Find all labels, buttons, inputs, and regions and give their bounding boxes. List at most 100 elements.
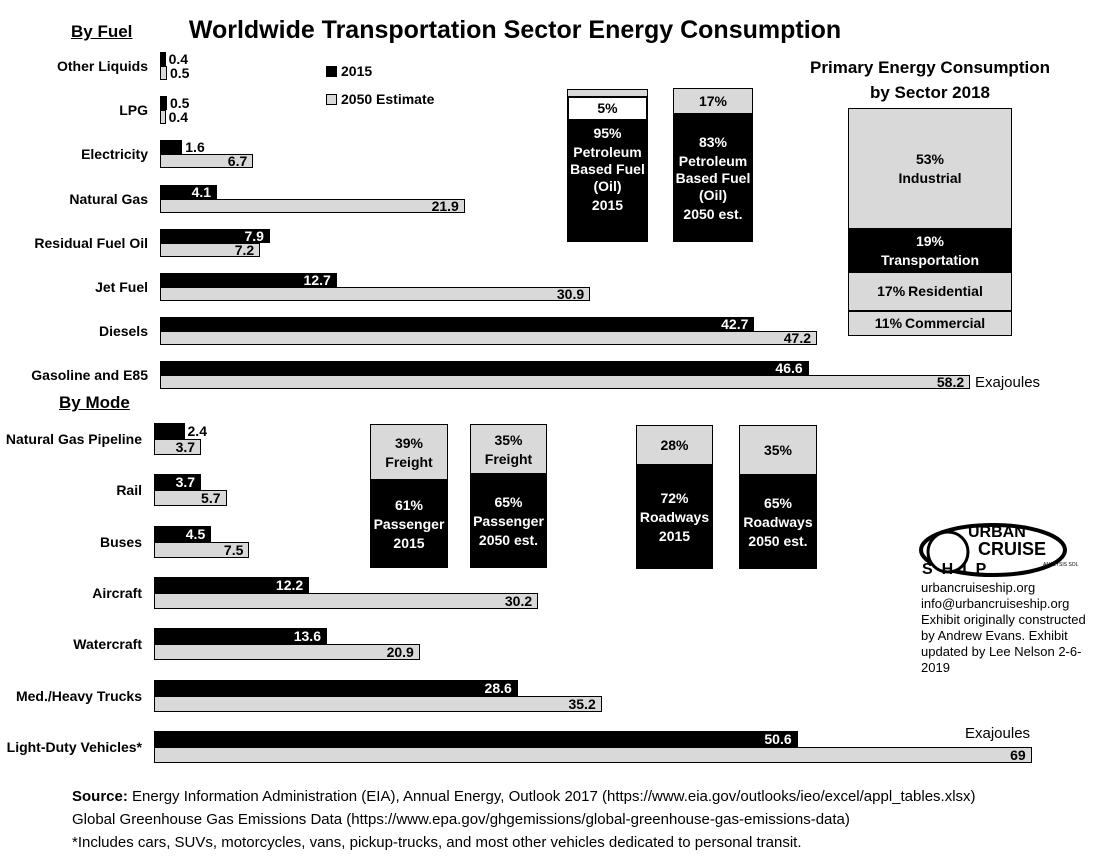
- segment-category: 2050 est.: [683, 205, 743, 222]
- segment-value: 39%: [394, 435, 424, 452]
- bar: [154, 730, 798, 747]
- segment-name: Passenger: [473, 512, 544, 529]
- segment: 19% Transportation: [848, 228, 1012, 273]
- segment: 83% Petroleum Based Fuel (Oil) 2050 est.: [673, 114, 753, 242]
- value-label: 30.9: [556, 286, 585, 302]
- bar: [154, 576, 310, 593]
- credit-line: Exhibit originally constructed by Andrew…: [921, 612, 1086, 675]
- category-label: Other Liquids: [57, 58, 148, 74]
- segment-value: 95%: [593, 124, 622, 141]
- legend-swatch: [326, 94, 337, 105]
- value-label: 69: [1010, 746, 1026, 763]
- bar: [160, 198, 465, 213]
- segment: 95% Petroleum Based Fuel (Oil) 2015: [567, 96, 648, 242]
- bar: [154, 439, 202, 455]
- segment-name: Freight: [484, 451, 533, 468]
- value-label: 7.2: [234, 241, 255, 258]
- segment-value: 83%: [698, 133, 728, 150]
- segment-value: 61%: [394, 496, 424, 513]
- segment-name: Petroleum Based Fuel (Oil): [570, 143, 645, 194]
- bar: [154, 628, 327, 645]
- segment-value: 28%: [660, 436, 689, 453]
- logo-ring: [919, 523, 1067, 577]
- segment: 11% Commercial: [848, 310, 1012, 336]
- value-label: 12.7: [303, 272, 331, 288]
- bar: [154, 644, 420, 661]
- category-label: Jet Fuel: [95, 279, 148, 295]
- value-label: 21.9: [431, 197, 459, 214]
- source-text: Energy Information Administration (EIA),…: [132, 788, 976, 805]
- bar: [160, 184, 218, 199]
- value-label: 1.6: [185, 139, 205, 156]
- category-label: Diesels: [98, 323, 148, 340]
- bar: [160, 66, 167, 80]
- page-title: Worldwide Transportation Sector Energy C…: [188, 16, 842, 44]
- segment-name: Transportation: [880, 252, 979, 269]
- value-label: 13.6: [293, 628, 321, 645]
- segment-name: Commercial: [905, 314, 986, 331]
- bar: [160, 110, 166, 125]
- segment-name: Freight: [385, 454, 433, 471]
- bar: [160, 287, 591, 301]
- value-label: 6.7: [227, 153, 248, 170]
- segment-category: 2050 est.: [478, 531, 539, 548]
- segment-value: 35%: [494, 432, 523, 449]
- value-label: 5.7: [201, 490, 221, 507]
- value-label: 0.4: [168, 109, 189, 126]
- source: Source: Energy Information Administratio…: [72, 785, 976, 854]
- bar: [154, 592, 539, 609]
- segment-name: Roadways: [743, 513, 813, 530]
- segment: 65% Roadways 2050 est.: [739, 475, 817, 569]
- credit-line: urbancruiseship.org: [921, 580, 1036, 595]
- section-title: By Mode: [59, 393, 130, 412]
- segment: 17%: [673, 88, 753, 115]
- bar: [154, 490, 227, 507]
- chart-title: Primary Energy Consumption by Sector 201…: [810, 58, 1050, 102]
- segment: 35% Freight: [470, 424, 547, 475]
- segment-value: 11%: [874, 314, 903, 331]
- segment-name: Industrial: [898, 170, 962, 187]
- bar: [160, 375, 971, 390]
- bar: [160, 273, 337, 287]
- bar: [154, 746, 1032, 763]
- segment-category: 2015: [591, 196, 624, 213]
- legend-swatch: [326, 66, 337, 77]
- bar: [160, 52, 166, 66]
- value-label: 28.6: [484, 679, 512, 696]
- logo-tagline: ANALYSIS SOLUTIONS: [1043, 562, 1078, 568]
- value-label: 3.7: [175, 439, 196, 455]
- value-label: 3.7: [175, 474, 196, 491]
- value-label: 0.5: [169, 65, 190, 81]
- bar: [160, 96, 167, 111]
- bar: [160, 242, 261, 257]
- bar: [160, 361, 809, 376]
- category-label: Natural Gas: [69, 190, 148, 207]
- unit-label: Exajoules: [975, 374, 1041, 391]
- logo-text: CRUISE: [978, 539, 1046, 559]
- source-line: *Includes cars, SUVs, motorcycles, vans,…: [72, 834, 802, 851]
- value-label: 46.6: [775, 360, 803, 377]
- segment-category: 2015: [393, 534, 425, 551]
- segment-category: 2015: [658, 527, 691, 544]
- logo: URBAN CRUISE SHIP ANALYSIS SOLUTIONS: [919, 523, 1078, 578]
- value-label: 2.4: [187, 423, 207, 439]
- value-label: 47.2: [783, 330, 812, 347]
- category-label: Buses: [99, 533, 142, 550]
- value-label: 35.2: [568, 695, 596, 712]
- bar: [160, 154, 254, 169]
- segment: 35%: [739, 425, 817, 476]
- category-label: Gasoline and E85: [31, 367, 148, 384]
- bar: [154, 695, 602, 712]
- category-label: Aircraft: [92, 584, 142, 601]
- segment-value: 65%: [494, 493, 523, 510]
- segment-name: Roadways: [639, 508, 710, 525]
- category-label: Electricity: [81, 146, 148, 163]
- legend-label: 2015: [341, 63, 373, 79]
- value-label: 4.5: [185, 525, 206, 542]
- segment-value: 5%: [568, 97, 647, 120]
- bar: [154, 679, 518, 696]
- logo-globe: [926, 530, 970, 574]
- category-label: Residual Fuel Oil: [34, 234, 148, 251]
- segment-value: 35%: [763, 441, 793, 458]
